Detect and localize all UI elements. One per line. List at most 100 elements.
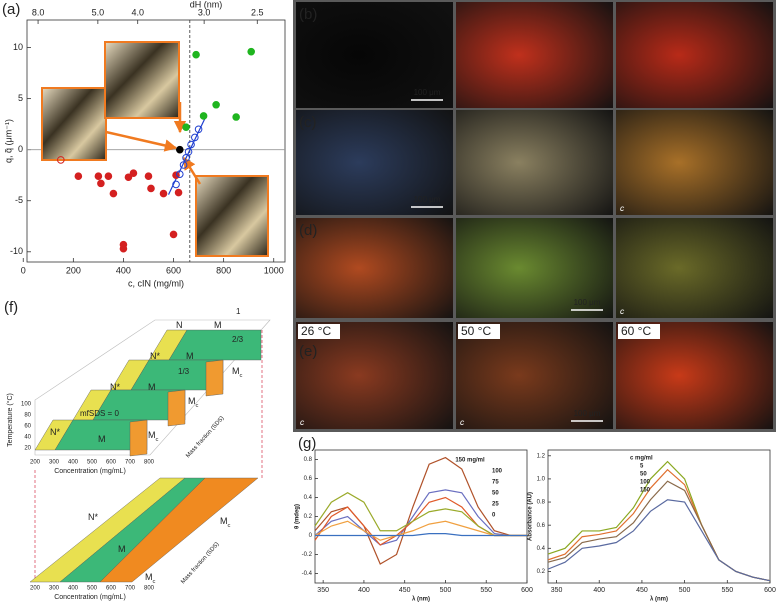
inset-image bbox=[104, 41, 180, 119]
micrograph bbox=[616, 218, 773, 318]
x-tick-label: 350 bbox=[551, 587, 563, 594]
fraction-axis-label: Mass fraction (SDS) bbox=[185, 415, 225, 459]
point bbox=[172, 180, 180, 189]
point bbox=[169, 230, 178, 239]
x-axis-label: λ (nm) bbox=[650, 597, 668, 603]
x-tick-label: 600 bbox=[521, 587, 533, 594]
panel-label: (g) bbox=[298, 435, 316, 452]
series-line bbox=[314, 520, 527, 541]
region-label: N* bbox=[88, 512, 98, 522]
legend-entry: 50 bbox=[640, 472, 647, 478]
x2-axis-label: dH (nm) bbox=[190, 0, 223, 9]
x2-tick-label: 4.0 bbox=[131, 7, 144, 17]
point bbox=[199, 112, 208, 120]
fraction-label: mfSDS = 0 bbox=[80, 409, 119, 418]
scale-bar-label: 100 μm bbox=[414, 195, 441, 204]
region-label: N* bbox=[150, 351, 160, 361]
y-tick-label: 1.2 bbox=[537, 453, 546, 459]
point bbox=[109, 189, 118, 198]
concentration-tick: 600 bbox=[106, 586, 117, 592]
phase-label: c bbox=[460, 417, 465, 427]
temperature-label: Temperature (°C) bbox=[6, 393, 14, 447]
x2-tick-label: 2.5 bbox=[251, 7, 264, 17]
region-label-main: M bbox=[220, 516, 228, 526]
fraction-label: 1/3 bbox=[178, 367, 190, 376]
scale-bar-label: 100 μm bbox=[414, 88, 441, 97]
concentration-tick: 500 bbox=[87, 586, 98, 592]
y-tick-label: 0 bbox=[309, 533, 313, 539]
point bbox=[57, 156, 65, 164]
plot-frame bbox=[547, 449, 771, 584]
point bbox=[212, 100, 220, 109]
region-label: M bbox=[98, 434, 106, 444]
micrograph bbox=[616, 2, 773, 108]
region-label-main: N* bbox=[50, 427, 60, 437]
region-label: M bbox=[148, 382, 156, 392]
point bbox=[174, 188, 183, 197]
temperature-box bbox=[618, 324, 660, 339]
y-tick-label: -0.2 bbox=[302, 552, 313, 558]
concentration-tick: 200 bbox=[30, 586, 41, 592]
region-label: N* bbox=[50, 427, 60, 437]
point bbox=[187, 140, 195, 149]
x-tick-label: 400 bbox=[358, 587, 370, 594]
y-tick-label: -5 bbox=[15, 195, 23, 205]
panel-label: (e) bbox=[299, 343, 317, 360]
region-label-main: M bbox=[145, 572, 153, 582]
region-mc bbox=[167, 389, 186, 427]
concentration-label: Concentration (mg/mL) bbox=[54, 594, 126, 601]
point bbox=[175, 170, 184, 178]
point bbox=[144, 172, 153, 181]
temperature-tick: 20 bbox=[24, 446, 31, 452]
x2-tick-label: 8.0 bbox=[32, 7, 45, 17]
region-label-main: N bbox=[176, 320, 183, 330]
concentration-tick: 200 bbox=[30, 460, 41, 466]
region-label: Mc bbox=[220, 516, 231, 528]
concentration-tick: 500 bbox=[87, 460, 98, 466]
point bbox=[104, 172, 113, 181]
region-mc bbox=[129, 419, 148, 457]
y-tick-label: 0 bbox=[18, 144, 23, 154]
inset-image bbox=[195, 175, 269, 257]
y-tick-label: 0.4 bbox=[304, 495, 313, 501]
panel-label: (a) bbox=[2, 1, 20, 18]
point bbox=[94, 172, 103, 181]
phase-label-sub: c bbox=[300, 417, 305, 427]
phase-label-sub: c bbox=[620, 306, 625, 316]
region-label-main: M bbox=[118, 544, 126, 554]
x2-tick-label: 3.0 bbox=[198, 7, 211, 17]
concentration-tick: 600 bbox=[106, 460, 117, 466]
y-tick-label: 0.6 bbox=[304, 476, 313, 482]
series-label: 75 bbox=[492, 480, 499, 486]
region-m bbox=[168, 329, 262, 361]
micrograph bbox=[456, 322, 613, 429]
x-tick-label: 350 bbox=[317, 587, 329, 594]
concentration-tick: 800 bbox=[144, 460, 155, 466]
point bbox=[182, 123, 190, 132]
x-tick-label: 400 bbox=[116, 265, 131, 275]
temperature-box bbox=[298, 324, 340, 339]
point bbox=[192, 50, 200, 59]
region-label: M bbox=[214, 320, 222, 330]
series-line bbox=[547, 468, 771, 582]
region-label: M bbox=[186, 351, 194, 361]
series-line bbox=[315, 532, 527, 537]
legend-entry: 5 bbox=[640, 464, 644, 470]
x-tick-label: 800 bbox=[216, 265, 231, 275]
temperature-label: 26 °C bbox=[301, 324, 331, 338]
concentration-tick: 700 bbox=[125, 586, 136, 592]
fraction-label: 1 bbox=[236, 307, 241, 316]
region-label-main: N* bbox=[150, 351, 160, 361]
point bbox=[97, 179, 105, 188]
region-label-main: M bbox=[232, 366, 240, 376]
x-tick-label: 550 bbox=[721, 587, 733, 594]
x-tick-label: 400 bbox=[593, 587, 605, 594]
point bbox=[175, 145, 184, 154]
micrograph bbox=[456, 218, 613, 318]
phase-label-sub: c bbox=[460, 417, 465, 427]
region-label-main: M bbox=[148, 382, 156, 392]
region-label: Mc bbox=[232, 366, 243, 378]
region-label-main: M bbox=[98, 434, 106, 444]
micrograph bbox=[296, 110, 453, 215]
